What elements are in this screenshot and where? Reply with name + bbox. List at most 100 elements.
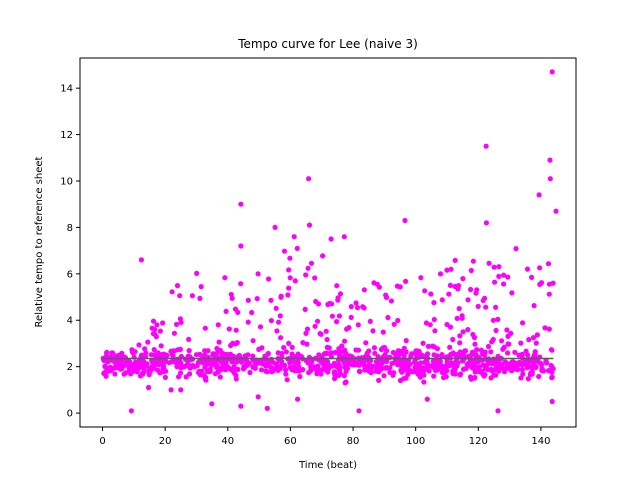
data-point: [476, 364, 482, 370]
data-point: [291, 234, 297, 240]
data-point: [104, 349, 110, 355]
data-point: [217, 374, 223, 380]
data-point: [154, 322, 160, 328]
data-point: [452, 257, 458, 263]
data-point: [184, 363, 190, 369]
data-point: [266, 276, 272, 282]
data-point: [158, 343, 164, 349]
data-point: [215, 322, 221, 328]
data-point: [341, 373, 347, 379]
data-point: [146, 384, 152, 391]
data-point: [447, 324, 454, 330]
y-tick-label: 12: [60, 130, 73, 141]
data-point: [178, 387, 184, 393]
data-point: [132, 349, 138, 355]
data-point: [547, 176, 553, 182]
data-point: [250, 353, 256, 359]
x-tick-label: 20: [159, 436, 172, 447]
data-point: [204, 358, 210, 364]
data-point: [394, 353, 400, 359]
data-point: [509, 290, 515, 296]
data-point: [289, 344, 295, 350]
data-point: [268, 297, 274, 303]
data-point: [495, 316, 501, 322]
data-point: [245, 297, 251, 303]
data-point: [252, 365, 258, 371]
data-point: [203, 374, 209, 381]
data-point: [305, 265, 311, 271]
data-point: [539, 280, 545, 286]
data-point: [273, 305, 279, 311]
data-point: [332, 375, 338, 382]
data-point: [158, 352, 164, 358]
data-point: [197, 295, 203, 301]
data-point: [334, 283, 340, 289]
data-point: [128, 370, 134, 376]
data-point: [262, 353, 268, 359]
data-point: [550, 366, 556, 372]
data-point: [504, 327, 510, 333]
data-point: [370, 328, 376, 334]
data-point: [365, 358, 371, 364]
data-point: [499, 338, 505, 344]
data-point: [323, 350, 330, 356]
data-point: [439, 364, 445, 370]
data-point: [238, 403, 244, 409]
data-point: [476, 355, 482, 361]
data-point: [408, 353, 414, 359]
data-point: [549, 374, 555, 380]
y-tick-label: 8: [67, 223, 73, 234]
data-point: [355, 322, 361, 328]
data-point: [199, 359, 206, 366]
data-point: [537, 265, 543, 271]
data-point: [342, 380, 348, 386]
data-point: [547, 157, 553, 163]
data-point: [534, 332, 541, 338]
data-point: [543, 359, 549, 365]
data-point: [320, 253, 326, 259]
data-point: [545, 261, 552, 267]
y-axis-ticks: 0 2 4 6 8 10 12 14: [60, 84, 80, 420]
data-point: [294, 245, 300, 251]
data-point: [277, 313, 283, 319]
data-point: [169, 348, 175, 354]
data-point: [518, 361, 524, 367]
data-point: [233, 327, 239, 333]
data-point: [354, 305, 361, 311]
data-point: [284, 377, 290, 383]
data-point: [531, 352, 537, 358]
data-point: [238, 201, 244, 207]
data-point: [439, 352, 445, 358]
y-tick-label: 10: [60, 177, 73, 188]
data-point: [308, 260, 315, 266]
data-point: [198, 284, 204, 290]
data-point: [323, 328, 329, 334]
data-point: [119, 366, 125, 372]
data-point: [385, 314, 391, 321]
data-point: [309, 359, 315, 365]
data-point: [110, 350, 116, 356]
data-point: [121, 371, 127, 377]
x-axis-ticks: 0 20 40 60 80 100 120 140: [99, 427, 550, 447]
data-point: [381, 373, 387, 379]
data-point: [139, 353, 145, 359]
data-point: [474, 347, 480, 353]
data-point: [302, 306, 308, 312]
data-point: [326, 345, 332, 351]
data-point: [452, 371, 458, 377]
data-point: [183, 374, 189, 380]
data-point: [380, 329, 386, 335]
data-point: [373, 368, 379, 374]
data-point: [230, 353, 236, 359]
data-point: [275, 367, 281, 373]
data-point: [467, 363, 473, 369]
y-tick-label: 4: [67, 316, 73, 327]
data-point: [493, 372, 499, 378]
data-point: [348, 314, 354, 320]
data-point: [444, 267, 450, 273]
data-point: [222, 275, 228, 281]
data-point: [353, 347, 359, 353]
data-point: [348, 304, 354, 310]
